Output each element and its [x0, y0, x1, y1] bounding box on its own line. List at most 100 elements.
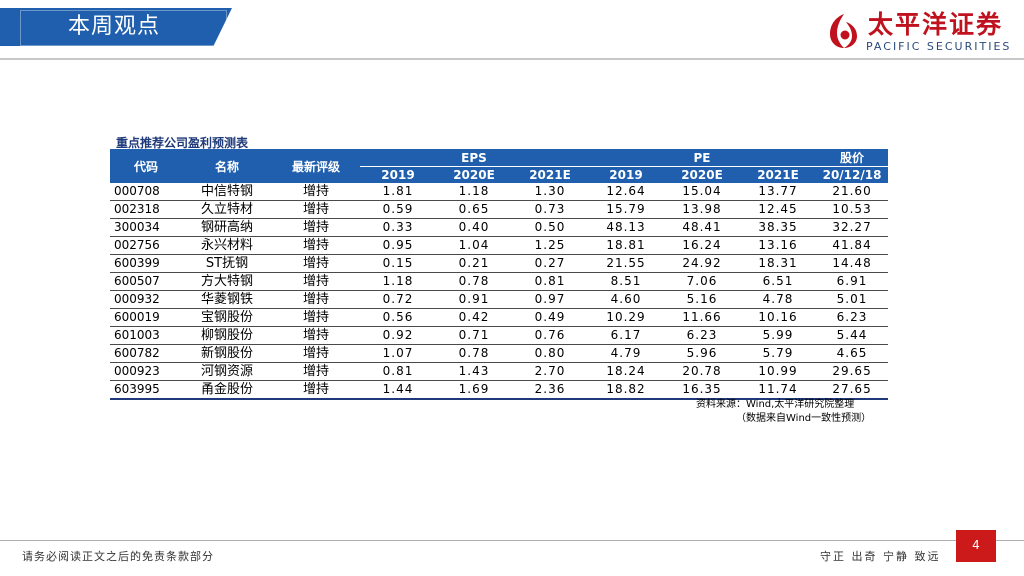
footer-divider [0, 540, 1024, 541]
cell-name: 久立特材 [182, 200, 272, 219]
cell-pe-2021e: 4.78 [740, 290, 817, 309]
cell-pe-2019: 18.81 [588, 236, 664, 255]
logo-chinese-name: 太平洋证券 [868, 10, 1004, 39]
cell-pe-2020e: 24.92 [664, 254, 740, 273]
cell-eps-2019: 0.56 [360, 308, 436, 327]
cell-eps-2019: 1.44 [360, 380, 436, 400]
cell-pe-2019: 4.60 [588, 290, 664, 309]
cell-eps-2021e: 0.81 [512, 272, 588, 291]
table-title: 重点推荐公司盈利预测表 [116, 136, 249, 150]
header-eps-2019: 2019 [360, 166, 436, 183]
cell-code: 000932 [110, 290, 182, 309]
cell-pe-2021e: 12.45 [740, 200, 817, 219]
table-row: 603995 甬金股份 增持 1.44 1.69 2.36 18.82 16.35 11.74 2… [110, 380, 889, 400]
cell-pe-2019: 18.82 [588, 380, 664, 400]
cell-pe-2020e: 6.23 [664, 326, 740, 345]
cell-eps-2021e: 0.50 [512, 218, 588, 237]
header-name: 名称 [182, 149, 272, 183]
table-row: 601003 柳钢股份 增持 0.92 0.71 0.76 6.17 6.23 5.99 5.44 [110, 326, 889, 345]
cell-price: 4.65 [816, 344, 889, 363]
cell-pe-2021e: 38.35 [740, 218, 817, 237]
cell-eps-2019: 0.95 [360, 236, 436, 255]
cell-pe-2020e: 48.41 [664, 218, 740, 237]
cell-eps-2021e: 0.76 [512, 326, 588, 345]
cell-rating: 增持 [272, 200, 360, 219]
cell-price: 5.44 [816, 326, 889, 345]
cell-eps-2021e: 0.97 [512, 290, 588, 309]
table-row: 600399 ST抚钢 增持 0.15 0.21 0.27 21.55 24.92 18.31 1… [110, 254, 889, 273]
header-eps-group: EPS [360, 149, 588, 167]
cell-eps-2019: 0.72 [360, 290, 436, 309]
cell-code: 000923 [110, 362, 182, 381]
cell-pe-2019: 48.13 [588, 218, 664, 237]
cell-eps-2021e: 1.30 [512, 183, 588, 201]
header-eps-2021e: 2021E [512, 166, 588, 183]
cell-pe-2020e: 5.16 [664, 290, 740, 309]
title-tab [0, 8, 232, 46]
cell-rating: 增持 [272, 344, 360, 363]
cell-name: 河钢资源 [182, 362, 272, 381]
page-title: 本周观点 [68, 14, 161, 39]
cell-code: 600019 [110, 308, 182, 327]
cell-code: 600399 [110, 254, 182, 273]
cell-code: 603995 [110, 380, 182, 400]
table-row: 300034 钢研高纳 增持 0.33 0.40 0.50 48.13 48.41 38.35 3… [110, 218, 889, 237]
cell-price: 5.01 [816, 290, 889, 309]
cell-pe-2021e: 10.99 [740, 362, 817, 381]
cell-eps-2019: 0.92 [360, 326, 436, 345]
cell-price: 32.27 [816, 218, 889, 237]
cell-eps-2020e: 0.91 [436, 290, 512, 309]
cell-price: 27.65 [816, 380, 889, 400]
cell-eps-2021e: 2.70 [512, 362, 588, 381]
cell-name: 新钢股份 [182, 344, 272, 363]
cell-pe-2019: 8.51 [588, 272, 664, 291]
footer-disclaimer: 请务必阅读正文之后的免责条款部分 [22, 550, 214, 563]
logo-english-name: PACIFIC SECURITIES [866, 40, 1012, 53]
cell-code: 600507 [110, 272, 182, 291]
header-pe-2019: 2019 [588, 166, 664, 183]
cell-code: 300034 [110, 218, 182, 237]
cell-rating: 增持 [272, 308, 360, 327]
header-rating: 最新评级 [272, 149, 360, 183]
header-pe-2021e: 2021E [740, 166, 817, 183]
cell-eps-2020e: 0.42 [436, 308, 512, 327]
cell-name: 永兴材料 [182, 236, 272, 255]
cell-code: 600782 [110, 344, 182, 363]
cell-pe-2021e: 13.77 [740, 183, 817, 201]
cell-code: 002318 [110, 200, 182, 219]
cell-pe-2019: 21.55 [588, 254, 664, 273]
header-code: 代码 [110, 149, 182, 183]
cell-rating: 增持 [272, 380, 360, 400]
cell-eps-2019: 0.81 [360, 362, 436, 381]
cell-rating: 增持 [272, 218, 360, 237]
cell-eps-2020e: 0.65 [436, 200, 512, 219]
cell-pe-2021e: 6.51 [740, 272, 817, 291]
cell-pe-2021e: 18.31 [740, 254, 817, 273]
earnings-forecast-table: 代码 名称 最新评级 EPS PE 股价 2019 2020E 2021E 20… [110, 149, 889, 400]
cell-pe-2020e: 11.66 [664, 308, 740, 327]
cell-eps-2019: 0.59 [360, 200, 436, 219]
cell-pe-2019: 6.17 [588, 326, 664, 345]
table-row: 002318 久立特材 增持 0.59 0.65 0.73 15.79 13.98 12.45 1… [110, 200, 889, 219]
cell-eps-2019: 1.18 [360, 272, 436, 291]
table-row: 000932 华菱钢铁 增持 0.72 0.91 0.97 4.60 5.16 4.78 5.01 [110, 290, 889, 309]
cell-eps-2021e: 0.73 [512, 200, 588, 219]
table-row: 000923 河钢资源 增持 0.81 1.43 2.70 18.24 20.78 10.99 2… [110, 362, 889, 381]
cell-rating: 增持 [272, 272, 360, 291]
cell-price: 41.84 [816, 236, 889, 255]
cell-price: 29.65 [816, 362, 889, 381]
header-pe-2020e: 2020E [664, 166, 740, 183]
header-pe-group: PE [588, 149, 817, 167]
cell-price: 14.48 [816, 254, 889, 273]
cell-eps-2020e: 1.04 [436, 236, 512, 255]
cell-eps-2020e: 1.18 [436, 183, 512, 201]
header-price-group: 股价 [816, 149, 889, 167]
cell-name: 华菱钢铁 [182, 290, 272, 309]
cell-rating: 增持 [272, 183, 360, 201]
cell-code: 601003 [110, 326, 182, 345]
cell-price: 6.23 [816, 308, 889, 327]
pacific-securities-logo-icon [830, 14, 857, 48]
cell-pe-2020e: 16.35 [664, 380, 740, 400]
cell-eps-2019: 1.07 [360, 344, 436, 363]
cell-eps-2020e: 0.21 [436, 254, 512, 273]
